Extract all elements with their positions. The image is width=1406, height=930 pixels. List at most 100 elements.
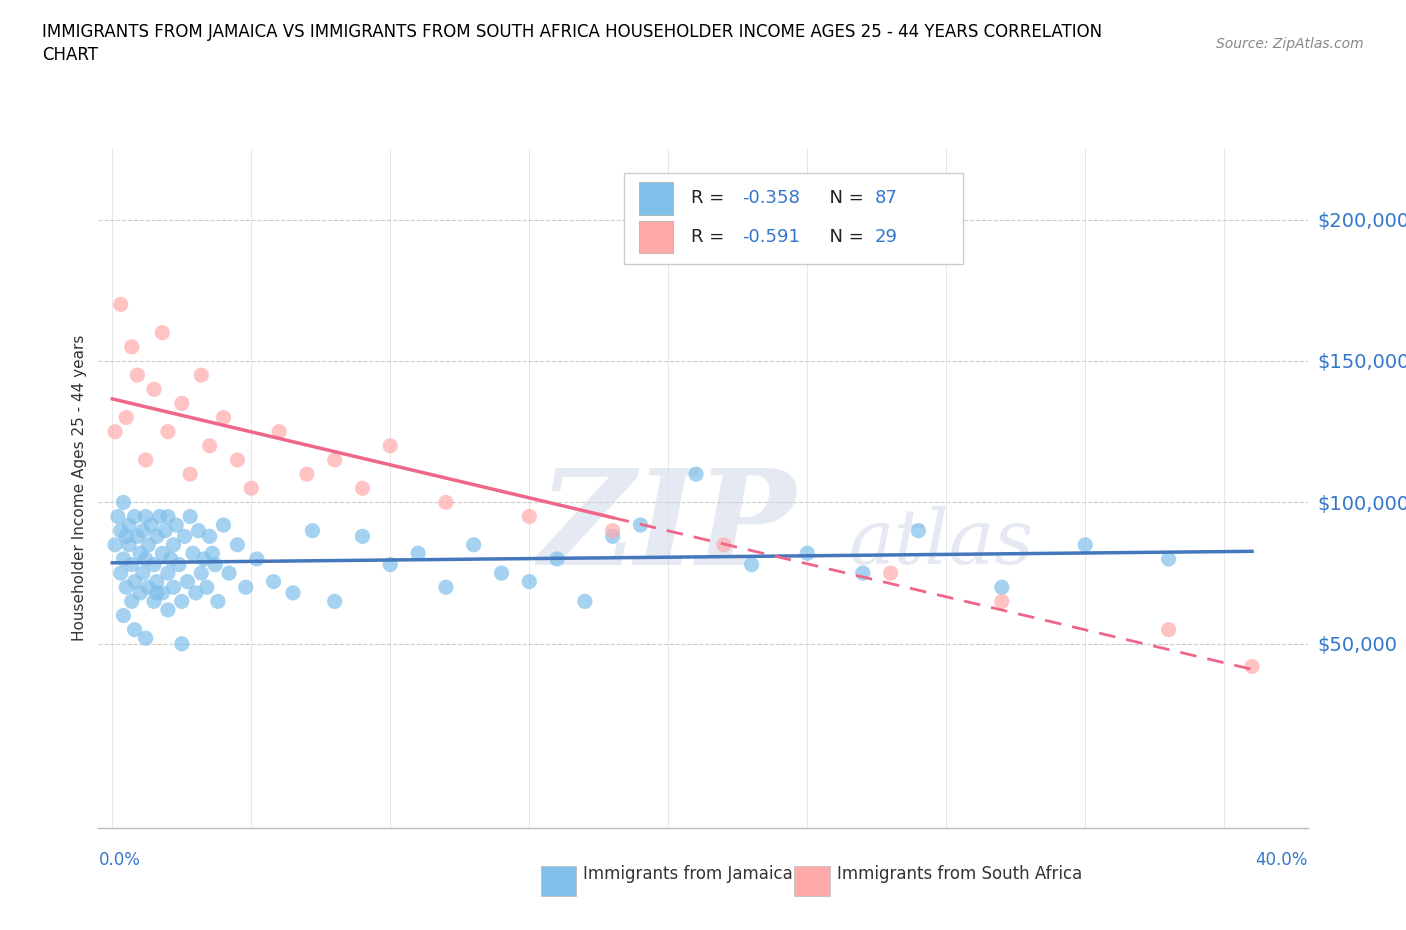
Point xyxy=(323,594,346,609)
Point xyxy=(165,518,187,533)
Bar xyxy=(624,173,963,264)
Point xyxy=(491,565,513,580)
Point xyxy=(118,518,141,533)
Point xyxy=(135,453,157,468)
Point xyxy=(132,524,155,538)
Point xyxy=(110,565,132,580)
Point xyxy=(1074,538,1097,552)
Point xyxy=(434,495,457,510)
Point xyxy=(741,557,763,572)
Point xyxy=(235,579,257,594)
Point xyxy=(181,546,204,561)
Point xyxy=(1157,551,1180,566)
Point xyxy=(170,636,193,651)
Point xyxy=(263,574,285,589)
Point xyxy=(112,608,135,623)
Point xyxy=(685,467,707,482)
Point xyxy=(269,424,291,439)
Point xyxy=(187,524,209,538)
Point xyxy=(170,396,193,411)
Text: -0.591: -0.591 xyxy=(742,228,800,246)
Text: CHART: CHART xyxy=(42,46,98,64)
Point xyxy=(212,518,235,533)
Text: ZIP: ZIP xyxy=(538,464,796,593)
Point xyxy=(546,551,568,566)
Point xyxy=(156,424,179,439)
Point xyxy=(143,557,166,572)
Point xyxy=(146,586,169,601)
Point xyxy=(179,467,201,482)
Point xyxy=(104,538,127,552)
Text: 29: 29 xyxy=(875,228,897,246)
Point xyxy=(198,529,221,544)
Point xyxy=(517,574,540,589)
Point xyxy=(135,509,157,524)
Point xyxy=(204,557,226,572)
Point xyxy=(240,481,263,496)
Point xyxy=(112,551,135,566)
Point xyxy=(352,529,374,544)
Point xyxy=(146,574,169,589)
Point xyxy=(207,594,229,609)
Text: N =: N = xyxy=(818,228,869,246)
Bar xyxy=(638,220,673,253)
Point xyxy=(104,424,127,439)
Point xyxy=(150,546,173,561)
Point xyxy=(146,529,169,544)
Point xyxy=(226,453,249,468)
Point xyxy=(124,622,146,637)
Point xyxy=(135,551,157,566)
Point xyxy=(190,367,212,382)
Point xyxy=(602,524,624,538)
Point xyxy=(991,594,1014,609)
Point xyxy=(380,438,402,453)
Text: -0.358: -0.358 xyxy=(742,190,800,207)
Point xyxy=(323,453,346,468)
Point xyxy=(226,538,249,552)
Point xyxy=(135,631,157,645)
Point xyxy=(115,529,138,544)
Point xyxy=(246,551,269,566)
Text: atlas: atlas xyxy=(848,506,1033,579)
Point xyxy=(129,586,152,601)
Point xyxy=(141,518,163,533)
Point xyxy=(150,586,173,601)
Point xyxy=(121,594,143,609)
Point xyxy=(162,579,184,594)
Point xyxy=(112,495,135,510)
Text: Immigrants from South Africa: Immigrants from South Africa xyxy=(837,865,1081,884)
Point xyxy=(1157,622,1180,637)
Point xyxy=(118,538,141,552)
Text: Immigrants from Jamaica: Immigrants from Jamaica xyxy=(583,865,793,884)
Text: Source: ZipAtlas.com: Source: ZipAtlas.com xyxy=(1216,37,1364,51)
Point xyxy=(115,579,138,594)
Point xyxy=(201,546,224,561)
Point xyxy=(159,551,181,566)
Point xyxy=(190,565,212,580)
Point xyxy=(184,586,207,601)
Point xyxy=(176,574,198,589)
Point xyxy=(517,509,540,524)
Text: R =: R = xyxy=(690,228,730,246)
Point xyxy=(218,565,240,580)
Point xyxy=(138,579,160,594)
Text: 40.0%: 40.0% xyxy=(1256,851,1308,869)
Point xyxy=(173,529,195,544)
Text: IMMIGRANTS FROM JAMAICA VS IMMIGRANTS FROM SOUTH AFRICA HOUSEHOLDER INCOME AGES : IMMIGRANTS FROM JAMAICA VS IMMIGRANTS FR… xyxy=(42,23,1102,41)
Point xyxy=(150,326,173,340)
Point xyxy=(852,565,875,580)
Point xyxy=(121,557,143,572)
Point xyxy=(156,509,179,524)
Point xyxy=(167,557,190,572)
Point xyxy=(212,410,235,425)
Point xyxy=(179,509,201,524)
Point xyxy=(380,557,402,572)
Point xyxy=(153,524,176,538)
Point xyxy=(127,367,149,382)
Point xyxy=(138,538,160,552)
Point xyxy=(132,565,155,580)
Point xyxy=(630,518,652,533)
Point xyxy=(574,594,596,609)
Text: N =: N = xyxy=(818,190,869,207)
Point xyxy=(463,538,485,552)
